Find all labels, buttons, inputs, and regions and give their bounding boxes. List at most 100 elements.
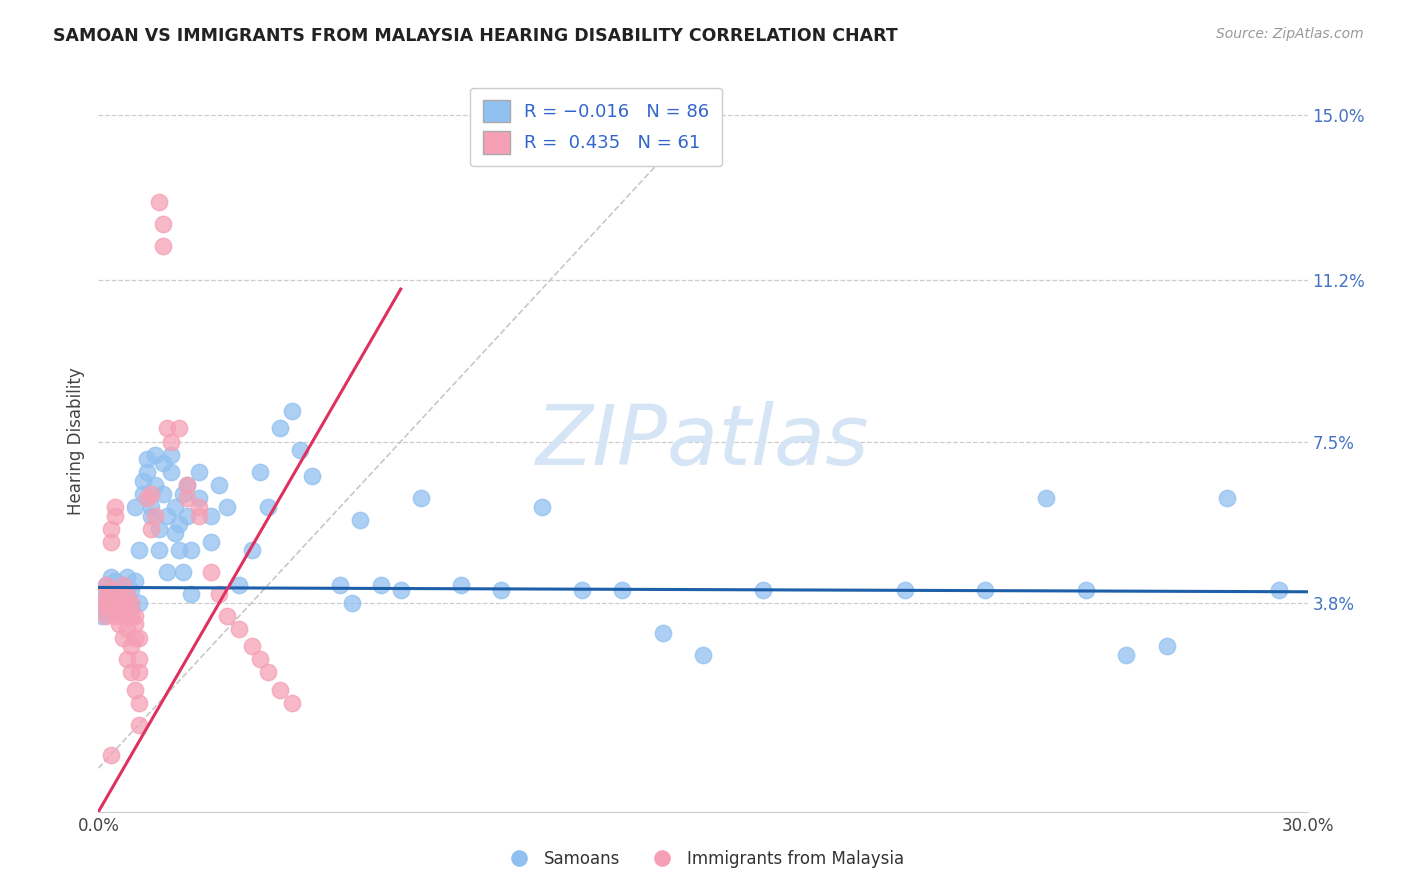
Point: [124, 631, 146, 645]
Point: [651, 626, 673, 640]
Point: [107, 591, 129, 606]
Point: [176, 491, 198, 505]
Point: [103, 508, 125, 523]
Point: [228, 622, 250, 636]
Point: [107, 604, 129, 618]
Text: SAMOAN VS IMMIGRANTS FROM MALAYSIA HEARING DISABILITY CORRELATION CHART: SAMOAN VS IMMIGRANTS FROM MALAYSIA HEARI…: [53, 27, 898, 45]
Point: [176, 478, 198, 492]
Point: [111, 578, 134, 592]
Point: [135, 491, 157, 505]
Point: [269, 682, 291, 697]
Point: [139, 487, 162, 501]
Point: [120, 582, 142, 597]
Point: [132, 474, 155, 488]
Point: [111, 608, 134, 623]
Point: [115, 596, 138, 610]
Point: [128, 717, 150, 731]
Point: [107, 617, 129, 632]
Point: [91, 596, 114, 610]
Point: [115, 569, 138, 583]
Point: [240, 543, 263, 558]
Point: [143, 448, 166, 462]
Point: [139, 500, 162, 514]
Point: [208, 587, 231, 601]
Point: [128, 631, 150, 645]
Point: [100, 534, 122, 549]
Point: [208, 478, 231, 492]
Point: [156, 565, 179, 579]
Point: [180, 587, 202, 601]
Point: [752, 582, 775, 597]
Legend: R = −0.016   N = 86, R =  0.435   N = 61: R = −0.016 N = 86, R = 0.435 N = 61: [470, 87, 723, 166]
Text: Source: ZipAtlas.com: Source: ZipAtlas.com: [1216, 27, 1364, 41]
Point: [120, 600, 142, 615]
Point: [240, 639, 263, 653]
Point: [96, 578, 118, 592]
Point: [100, 582, 122, 597]
Point: [124, 500, 146, 514]
Point: [188, 508, 211, 523]
Point: [124, 608, 146, 623]
Point: [160, 434, 183, 449]
Point: [96, 608, 118, 623]
Point: [96, 578, 118, 592]
Point: [148, 522, 170, 536]
Point: [163, 526, 186, 541]
Point: [172, 565, 194, 579]
Point: [115, 587, 138, 601]
Point: [148, 543, 170, 558]
Point: [1156, 639, 1178, 653]
Point: [91, 587, 114, 601]
Point: [160, 465, 183, 479]
Point: [329, 578, 352, 592]
Point: [107, 604, 129, 618]
Point: [974, 582, 997, 597]
Point: [132, 487, 155, 501]
Point: [107, 596, 129, 610]
Point: [1074, 582, 1097, 597]
Point: [217, 500, 239, 514]
Point: [111, 631, 134, 645]
Point: [152, 456, 174, 470]
Point: [281, 404, 304, 418]
Point: [107, 582, 129, 597]
Point: [128, 543, 150, 558]
Point: [148, 194, 170, 209]
Point: [120, 608, 142, 623]
Point: [120, 665, 142, 680]
Point: [115, 652, 138, 666]
Legend: Samoans, Immigrants from Malaysia: Samoans, Immigrants from Malaysia: [495, 844, 911, 875]
Point: [115, 622, 138, 636]
Point: [152, 217, 174, 231]
Point: [893, 582, 915, 597]
Point: [156, 508, 179, 523]
Point: [167, 421, 190, 435]
Point: [450, 578, 472, 592]
Point: [135, 452, 157, 467]
Point: [103, 608, 125, 623]
Point: [188, 491, 211, 505]
Point: [281, 696, 304, 710]
Point: [176, 508, 198, 523]
Point: [111, 596, 134, 610]
Point: [143, 478, 166, 492]
Point: [128, 652, 150, 666]
Point: [176, 478, 198, 492]
Point: [530, 500, 553, 514]
Point: [120, 596, 142, 610]
Point: [128, 665, 150, 680]
Point: [152, 487, 174, 501]
Point: [143, 508, 166, 523]
Point: [217, 608, 239, 623]
Point: [163, 500, 186, 514]
Point: [91, 596, 114, 610]
Point: [491, 582, 513, 597]
Point: [111, 578, 134, 592]
Point: [188, 500, 211, 514]
Point: [100, 522, 122, 536]
Point: [172, 487, 194, 501]
Point: [128, 596, 150, 610]
Point: [96, 600, 118, 615]
Point: [124, 574, 146, 588]
Point: [256, 500, 278, 514]
